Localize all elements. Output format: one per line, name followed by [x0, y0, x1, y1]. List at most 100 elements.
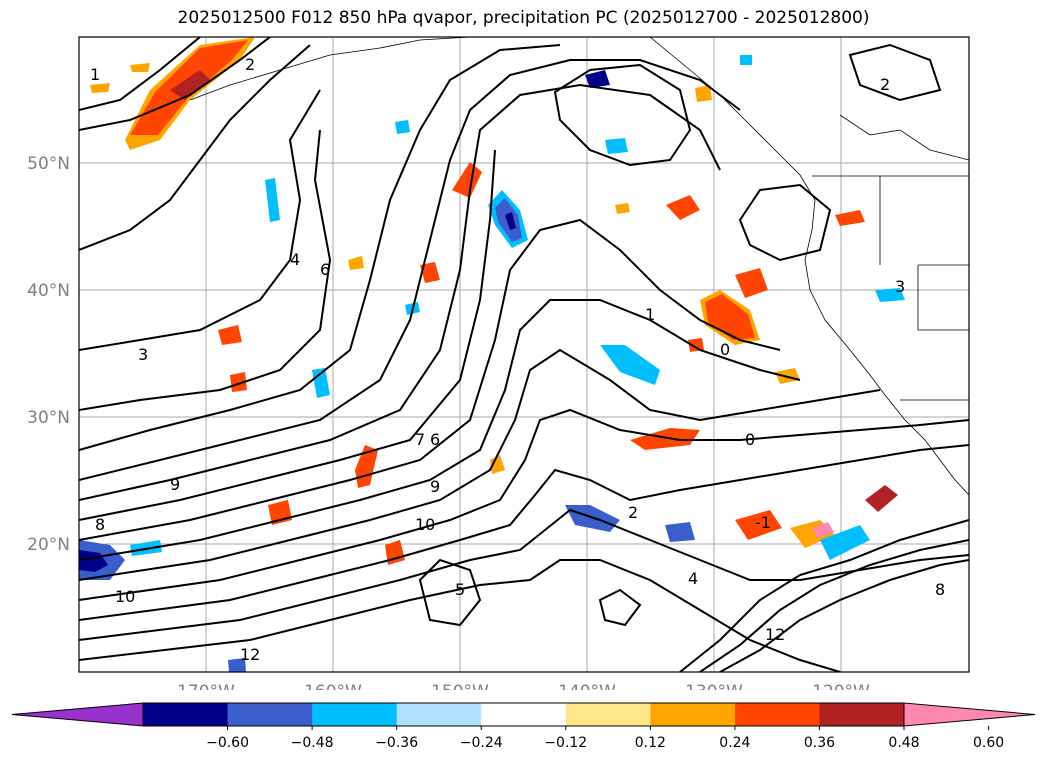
precip-neg-region: [820, 525, 870, 560]
contour-line: [679, 519, 969, 672]
precip-neg-region: [740, 55, 752, 65]
contour-line: [79, 37, 201, 111]
precip-pos-region: [452, 162, 482, 198]
contour-line: [598, 588, 642, 627]
contour-line: [79, 444, 969, 621]
contour-line: [848, 43, 942, 102]
colorbar-swatch: [312, 703, 398, 726]
contour-line: [719, 559, 969, 672]
precip-pos-region: [688, 338, 704, 352]
lon-label: 160°W: [304, 682, 362, 690]
contour-label: 4: [688, 569, 698, 588]
precip-pos-region: [130, 63, 150, 72]
lon-label: 140°W: [558, 682, 616, 690]
contour-line: [79, 149, 496, 521]
contour-line: [79, 559, 841, 672]
colorbar-tick-label: 0.60: [973, 735, 1004, 751]
colorbar-swatch: [565, 703, 651, 726]
contour-label: 8: [95, 515, 105, 534]
precip-neg-region: [665, 522, 695, 542]
lat-label: 40°N: [27, 281, 70, 301]
contour-line: [699, 539, 969, 672]
colorbar-swatch: [143, 703, 229, 726]
lon-label: 130°W: [685, 682, 743, 690]
contour-label: 6: [430, 430, 440, 449]
contour-line: [738, 183, 832, 262]
colorbar-tick-label: −0.36: [375, 735, 418, 751]
plot-title: 2025012500 F012 850 hPa qvapor, precipit…: [177, 8, 870, 28]
colorbar-tick-label: −0.48: [291, 735, 334, 751]
precip-neg-region: [875, 288, 905, 302]
precip-positive-shading: [90, 37, 898, 565]
contour-label: 1: [645, 305, 655, 324]
precip-pos-region: [385, 540, 405, 565]
precip-pos-region: [230, 372, 247, 392]
contour-line: [79, 218, 781, 541]
contour-line: [418, 558, 482, 627]
precip-pos-region: [348, 256, 364, 270]
lon-label: 150°W: [431, 682, 489, 690]
contour-label: 3: [138, 345, 148, 364]
precip-pos-region: [835, 210, 865, 226]
colorbar-tick-label: 0.24: [719, 735, 750, 751]
colorbar-ticks: −0.60 −0.48 −0.36 −0.24 −0.12 0.12 0.24 0.36 0.4…: [206, 726, 1004, 751]
contour-line: [79, 299, 801, 561]
contour-label: 12: [765, 625, 785, 644]
contour-label: 12: [240, 645, 260, 664]
precip-pos-region: [735, 268, 768, 298]
contour-label: 2: [880, 75, 890, 94]
contour-label: 8: [935, 580, 945, 599]
colorbar-swatch: [227, 703, 313, 726]
precip-neg-region: [600, 345, 660, 385]
colorbar-swatches: [11, 702, 1036, 727]
precip-pos-region: [420, 262, 440, 283]
longitude-labels: 170°W 160°W 150°W 140°W 130°W 120°W: [177, 682, 870, 690]
lon-label: 120°W: [812, 682, 870, 690]
contour-line: [79, 348, 881, 581]
colorbar-tick-label: 0.48: [888, 735, 919, 751]
colorbar-tick-label: −0.60: [206, 735, 249, 751]
precip-neg-region: [395, 120, 410, 134]
contour-label: 0: [720, 340, 730, 359]
coastlines: [189, 37, 969, 496]
precip-pos-region: [630, 428, 700, 450]
precip-negative-shading: [79, 55, 905, 672]
precip-pos-region: [695, 85, 712, 102]
contour-label: 0: [745, 430, 755, 449]
precip-neg-region: [505, 212, 516, 230]
contour-label: -1: [755, 513, 771, 532]
colorbar-tick-label: −0.12: [544, 735, 587, 751]
contour-label: 7: [415, 430, 425, 449]
colorbar-swatch: [481, 703, 567, 726]
precip-pos-region: [615, 203, 630, 214]
contour-line: [79, 37, 271, 131]
map-plot: 1 2 3 4 5 6 7 8 9 10 12 0 -1 2 3 4 6 8 9…: [27, 36, 970, 690]
colorbar-extend-high: [903, 702, 1036, 727]
precip-pos-region: [218, 325, 242, 345]
colorbar-swatch: [650, 703, 736, 726]
contour-label: 2: [628, 503, 638, 522]
coastline-alaska: [189, 37, 471, 101]
colorbar-tick-label: −0.24: [460, 735, 503, 751]
latitude-labels: 50°N 40°N 30°N 20°N: [27, 154, 70, 555]
contour-line: [79, 83, 721, 501]
coastline-alaska-panhandle: [649, 37, 816, 201]
precip-pos-region: [812, 522, 834, 538]
precip-neg-region: [312, 368, 330, 398]
contour-label: 5: [455, 580, 465, 599]
contour-label: 9: [430, 477, 440, 496]
coastline-north-america: [804, 199, 969, 496]
contour-line: [79, 408, 969, 601]
contour-label: 4: [290, 250, 300, 269]
precip-neg-region: [265, 178, 280, 222]
lat-label: 50°N: [27, 154, 70, 174]
contour-label: 6: [320, 260, 330, 279]
precip-pos-region: [666, 195, 700, 220]
contour-label: 10: [415, 515, 435, 534]
contour-line: [79, 44, 311, 251]
colorbar-tick-label: 0.12: [635, 735, 666, 751]
precip-pos-region: [90, 83, 110, 93]
precip-neg-region: [228, 658, 246, 672]
colorbar-frame: [142, 702, 905, 727]
precip-neg-region: [605, 138, 628, 154]
